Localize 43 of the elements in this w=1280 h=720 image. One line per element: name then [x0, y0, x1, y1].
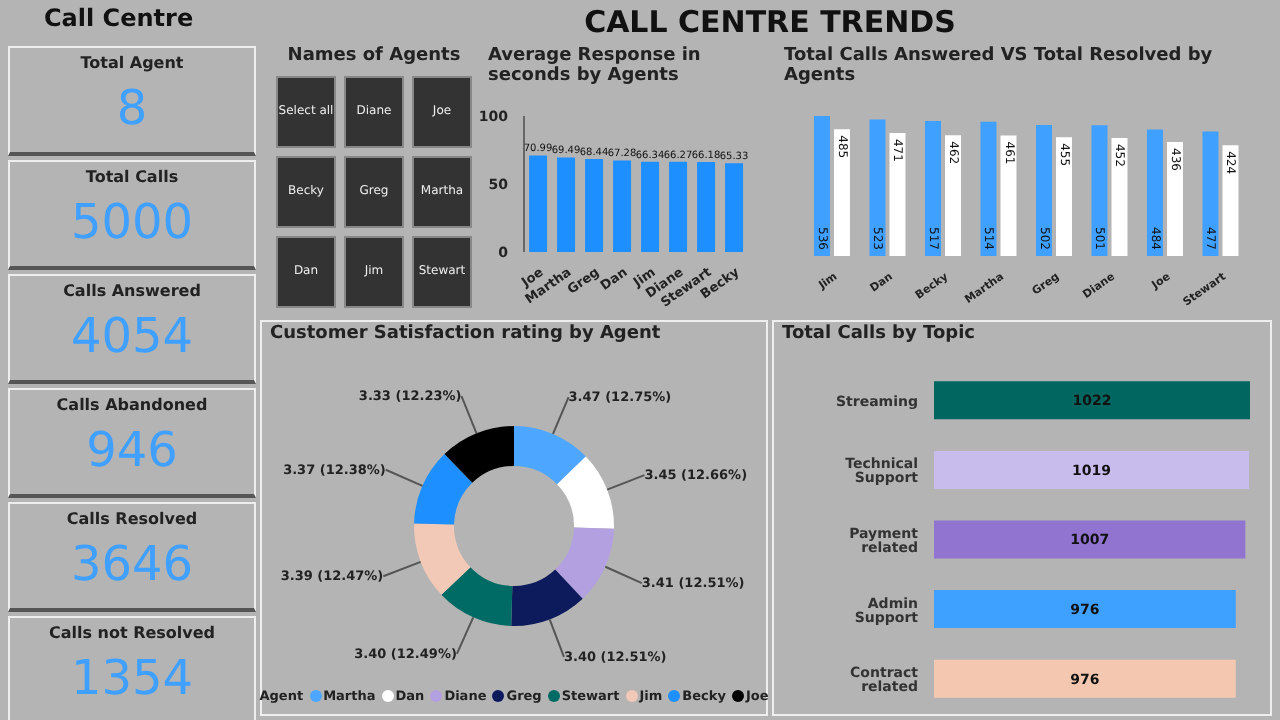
text: 1354	[68, 648, 196, 710]
bar	[1166, 142, 1183, 256]
text: Call Centre	[42, 2, 196, 36]
bar	[889, 132, 906, 256]
bar	[1055, 137, 1072, 256]
bar	[1146, 129, 1163, 256]
donut-slice	[414, 523, 471, 595]
text: 5000	[68, 192, 196, 254]
bar	[1035, 124, 1052, 256]
bar	[1202, 131, 1219, 256]
chart-title: Customer Satisfaction rating by Agent	[268, 322, 663, 348]
text: 3646	[68, 534, 196, 596]
chart-title: Average Response in seconds by Agents	[486, 44, 703, 90]
bar	[1222, 145, 1239, 256]
bar	[944, 135, 961, 256]
donut-slice	[557, 456, 614, 529]
donut-slice	[514, 426, 586, 485]
chart-title: Total Calls Answered VS Total Resolved by Agents	[782, 44, 1215, 90]
text: 8	[114, 78, 150, 140]
text: 4054	[68, 306, 196, 368]
text: Names of Agents	[285, 44, 463, 70]
donut-slice	[511, 569, 583, 626]
text: Calls Resolved	[64, 508, 200, 528]
donut-slice	[444, 426, 514, 483]
text: CALL CENTRE TRENDS	[582, 2, 958, 40]
text: Calls Answered	[61, 280, 203, 300]
bar	[1111, 137, 1128, 256]
bar	[924, 120, 941, 256]
bar	[813, 116, 830, 256]
bar	[980, 121, 997, 256]
text: Total Agent	[78, 52, 186, 72]
chart-title: Total Calls by Topic	[780, 322, 977, 348]
text: Total Calls	[83, 166, 181, 186]
bar	[833, 129, 850, 256]
donut-slice	[555, 527, 614, 599]
bar	[869, 119, 886, 256]
text: 946	[84, 420, 180, 482]
bar	[1091, 125, 1108, 256]
text: Calls not Resolved	[46, 622, 218, 642]
donut-slice	[414, 454, 473, 525]
text: Calls Abandoned	[54, 394, 210, 414]
bar	[1000, 135, 1017, 256]
donut-slice	[441, 567, 513, 626]
